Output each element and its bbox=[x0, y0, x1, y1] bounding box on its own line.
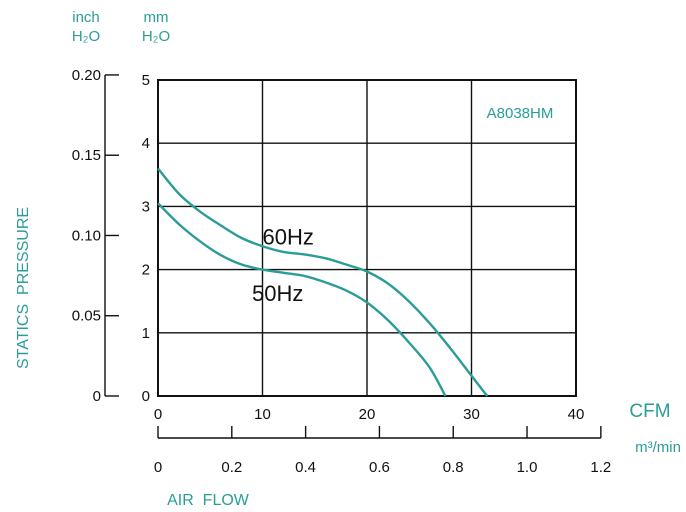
m3-tick-label: 0 bbox=[154, 459, 162, 476]
inch-tick-label: 0 bbox=[93, 388, 101, 405]
x-tick-label: 30 bbox=[463, 406, 480, 423]
m3-tick-label: 1.0 bbox=[517, 459, 538, 476]
y-tick-label: 4 bbox=[142, 135, 150, 152]
mm-unit-label: mm bbox=[144, 9, 169, 26]
x-axis-title: AIR FLOW bbox=[167, 492, 250, 509]
inch-tick-label: 0.10 bbox=[72, 227, 101, 244]
y-tick-label: 0 bbox=[142, 388, 150, 405]
inch-tick-label: 0.15 bbox=[72, 147, 101, 164]
inch-unit-label: inch bbox=[72, 9, 100, 26]
m3-tick-label: 1.2 bbox=[590, 459, 611, 476]
x-tick-label: 40 bbox=[568, 406, 585, 423]
m3-tick-label: 0.8 bbox=[443, 459, 464, 476]
cfm-unit-label: CFM bbox=[629, 401, 670, 422]
inch-tick-label: 0.05 bbox=[72, 308, 101, 325]
x-tick-label: 20 bbox=[359, 406, 376, 423]
series-line-50hz bbox=[157, 202, 447, 397]
y-tick-label: 3 bbox=[142, 198, 150, 215]
inch-unit-sub: H₂O bbox=[72, 28, 100, 45]
m3-unit-label: m³/min bbox=[635, 439, 681, 456]
m3-tick-label: 0.2 bbox=[221, 459, 242, 476]
m3-tick-label: 0.6 bbox=[369, 459, 390, 476]
y-tick-label: 5 bbox=[142, 72, 150, 89]
y-tick-label: 1 bbox=[142, 325, 150, 342]
plot-frame bbox=[157, 79, 577, 397]
chart-title: A8038HM bbox=[487, 105, 554, 122]
m3-tick-label: 0.4 bbox=[295, 459, 316, 476]
y-axis-title: STATICS PRESSURE bbox=[15, 207, 32, 369]
inch-tick-label: 0.20 bbox=[72, 67, 101, 84]
series-label-50hz: 50Hz bbox=[252, 281, 303, 306]
mm-unit-sub: H₂O bbox=[142, 28, 170, 45]
series-label-60hz: 60Hz bbox=[263, 224, 314, 249]
x-tick-label: 10 bbox=[254, 406, 271, 423]
series-line-60hz bbox=[157, 167, 489, 397]
y-tick-label: 2 bbox=[142, 262, 150, 279]
x-tick-label: 0 bbox=[154, 406, 162, 423]
